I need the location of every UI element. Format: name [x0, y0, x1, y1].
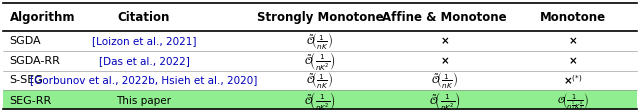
Text: Strongly Monotone: Strongly Monotone [257, 11, 383, 24]
Text: $\boldsymbol{\times}^{(*)}$: $\boldsymbol{\times}^{(*)}$ [563, 74, 582, 87]
Text: [Loizon et al., 2021]: [Loizon et al., 2021] [92, 36, 196, 46]
Text: Monotone: Monotone [540, 11, 606, 24]
Text: SGDA-RR: SGDA-RR [10, 56, 60, 66]
Text: $\boldsymbol{\times}$: $\boldsymbol{\times}$ [440, 36, 449, 46]
Text: $\tilde{\mathcal{O}}\!\left(\frac{1}{nK}\right)$: $\tilde{\mathcal{O}}\!\left(\frac{1}{nK}… [307, 70, 333, 90]
Text: $\boldsymbol{\times}$: $\boldsymbol{\times}$ [568, 55, 577, 66]
FancyBboxPatch shape [3, 90, 637, 109]
Text: $\tilde{\mathcal{O}}\!\left(\frac{1}{nK^2}\right)$: $\tilde{\mathcal{O}}\!\left(\frac{1}{nK^… [304, 90, 336, 112]
Text: $\tilde{\mathcal{O}}\!\left(\frac{1}{nK}\right)$: $\tilde{\mathcal{O}}\!\left(\frac{1}{nK}… [307, 31, 333, 51]
Text: [Gorbunov et al., 2022b, Hsieh et al., 2020]: [Gorbunov et al., 2022b, Hsieh et al., 2… [30, 75, 258, 85]
Text: $\boldsymbol{\times}$: $\boldsymbol{\times}$ [568, 36, 577, 46]
Text: Algorithm: Algorithm [10, 11, 75, 24]
Text: $\mathcal{O}\!\left(\frac{1}{n^{\frac{1}{3}}K^{\frac{4}{3}}}\right)$: $\mathcal{O}\!\left(\frac{1}{n^{\frac{1}… [557, 91, 589, 111]
Text: Citation: Citation [118, 11, 170, 24]
Text: S-SEG: S-SEG [10, 75, 44, 85]
Text: This paper: This paper [116, 96, 172, 106]
Text: SGDA: SGDA [10, 36, 41, 46]
Text: $\boldsymbol{\times}$: $\boldsymbol{\times}$ [440, 55, 449, 66]
Text: $\tilde{\mathcal{O}}\!\left(\frac{1}{nK^2}\right)$: $\tilde{\mathcal{O}}\!\left(\frac{1}{nK^… [429, 90, 461, 112]
Text: $\tilde{\mathcal{O}}\!\left(\frac{1}{nK}\right)$: $\tilde{\mathcal{O}}\!\left(\frac{1}{nK}… [431, 70, 458, 90]
Text: Affine & Monotone: Affine & Monotone [383, 11, 507, 24]
Text: SEG-RR: SEG-RR [10, 96, 52, 106]
Text: [Das et al., 2022]: [Das et al., 2022] [99, 56, 189, 66]
Text: $\tilde{\mathcal{O}}\!\left(\frac{1}{nK^2}\right)$: $\tilde{\mathcal{O}}\!\left(\frac{1}{nK^… [304, 50, 336, 72]
